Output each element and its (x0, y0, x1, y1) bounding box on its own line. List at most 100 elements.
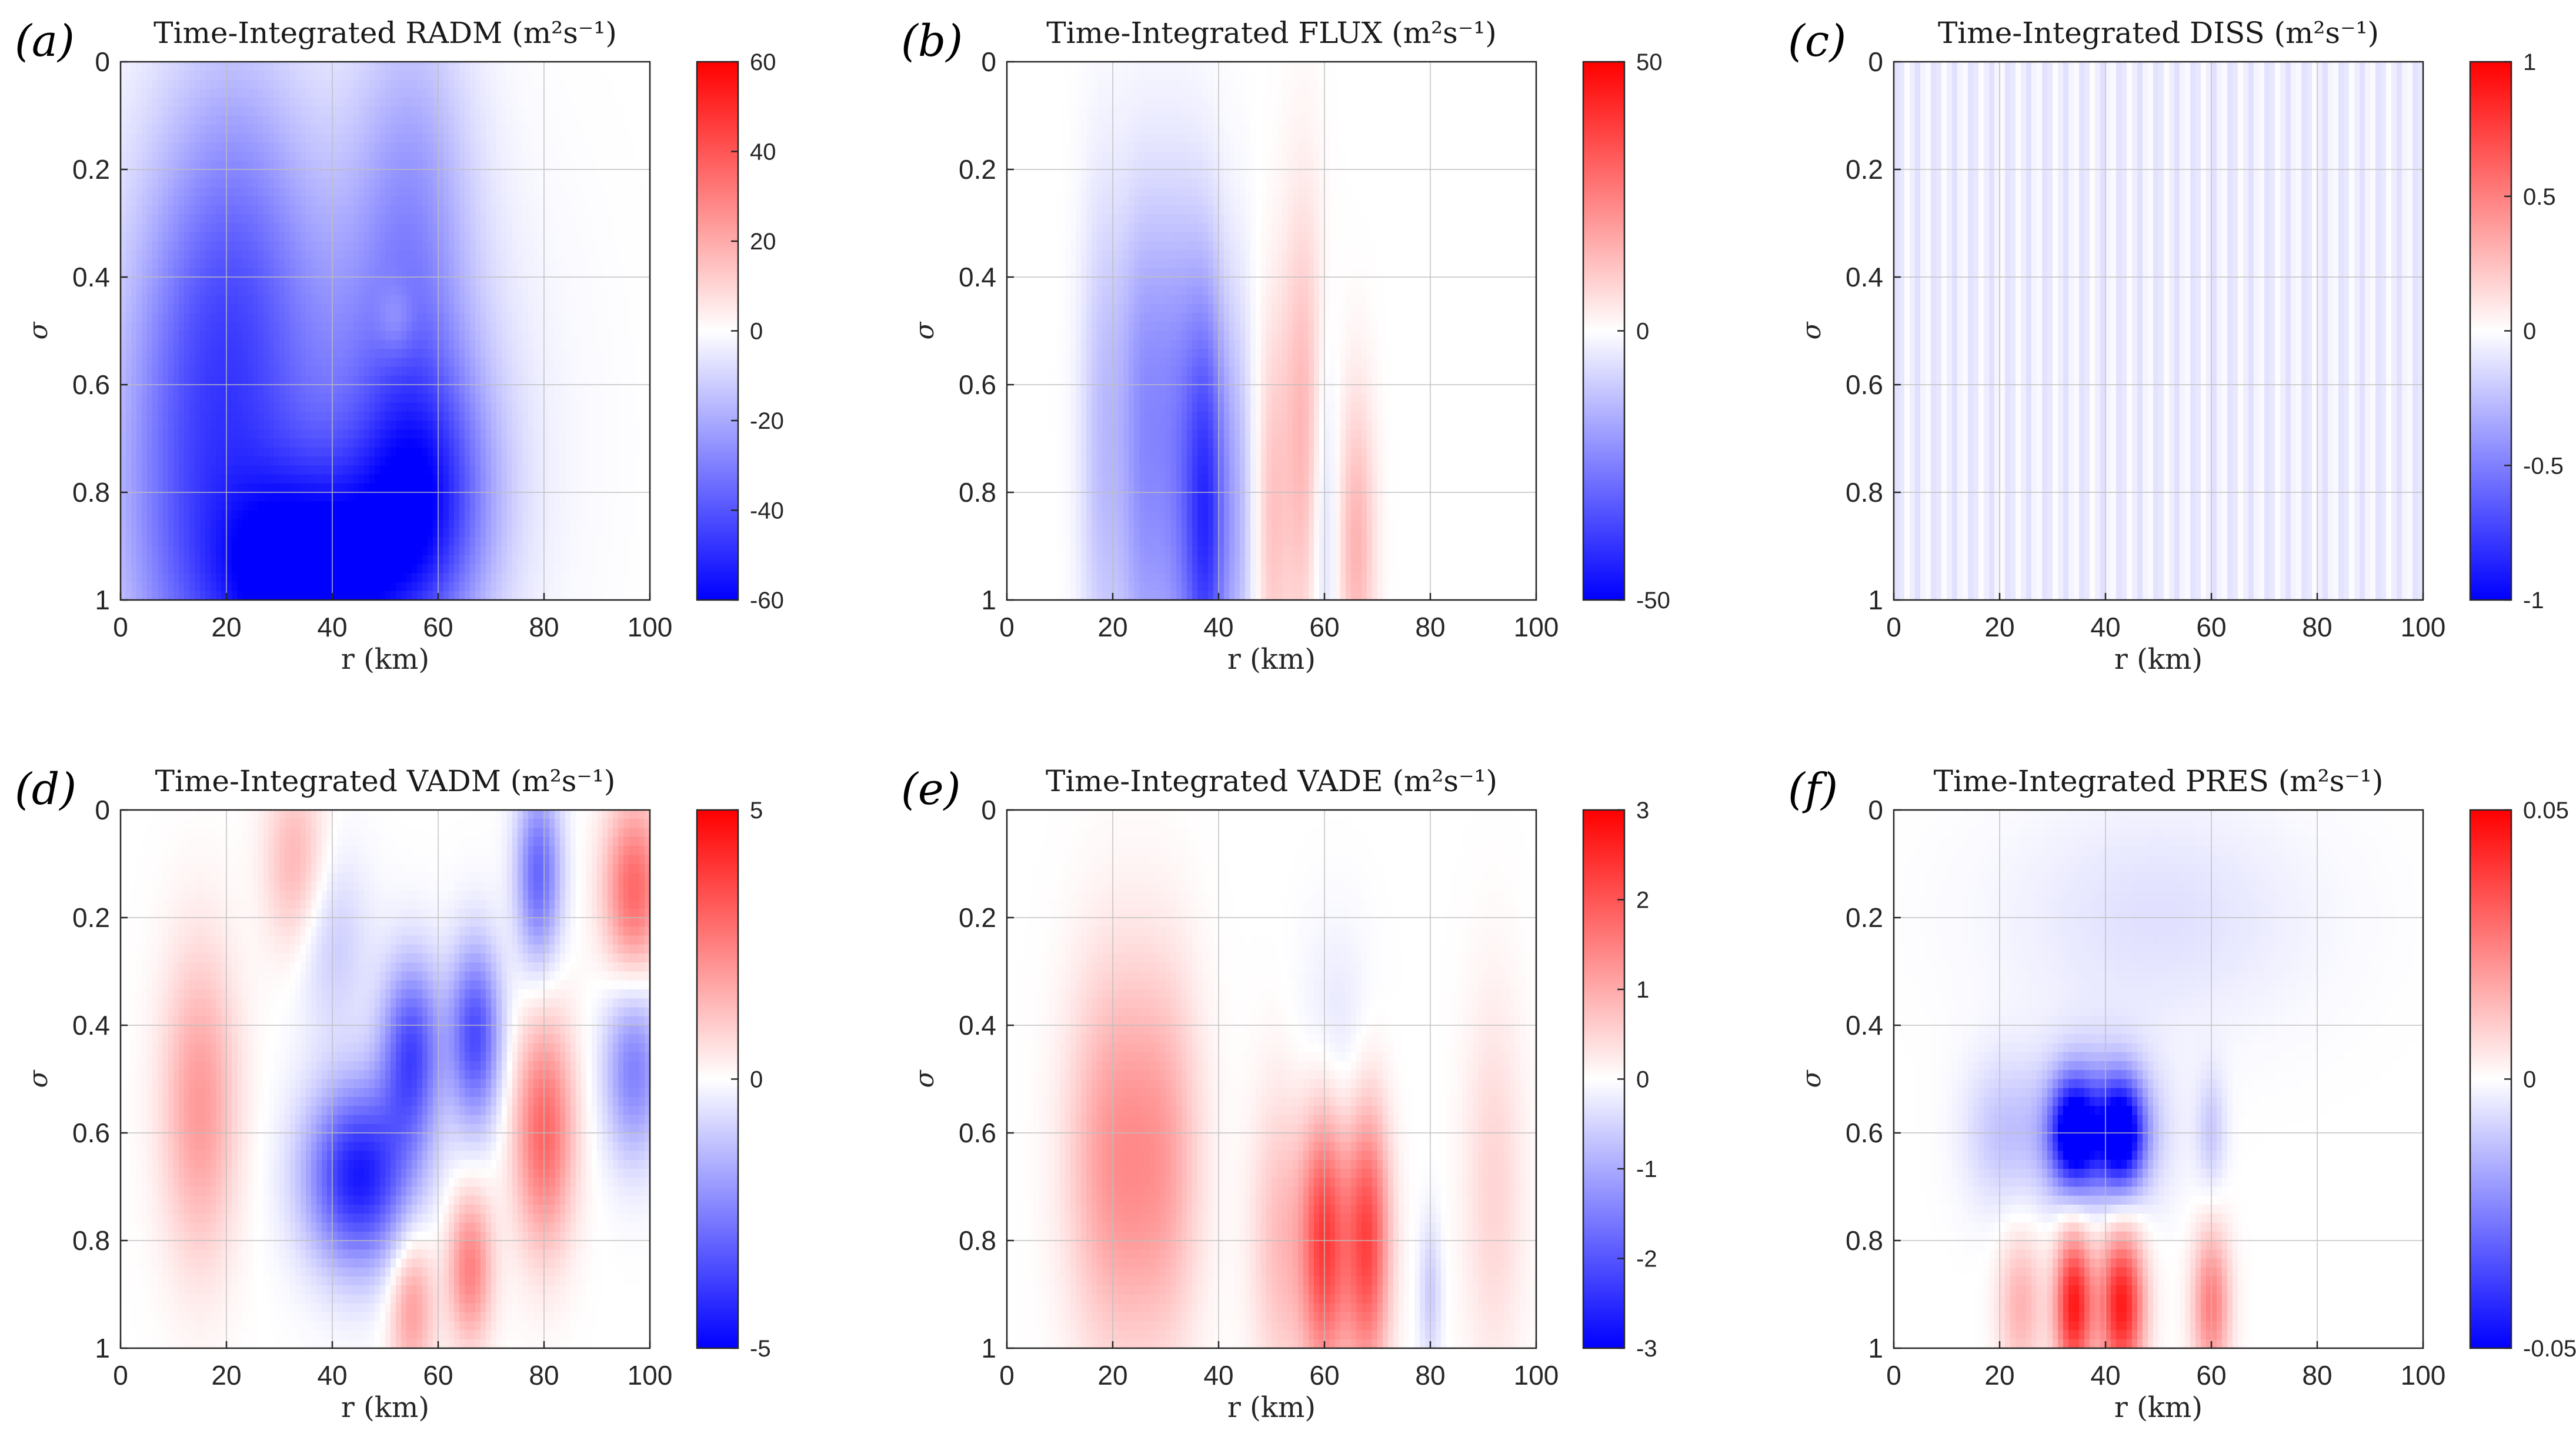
heatmap-cell (279, 286, 285, 296)
heatmap-cell (226, 250, 232, 260)
heatmap-cell (242, 187, 248, 197)
heatmap-cell (163, 402, 169, 412)
heatmap-cell (258, 196, 264, 206)
heatmap-cell (433, 501, 439, 511)
heatmap-cell (306, 474, 312, 484)
heatmap-cell (544, 546, 550, 556)
heatmap-cell (211, 546, 216, 556)
heatmap-cell (142, 151, 148, 161)
heatmap-cell (391, 501, 396, 511)
heatmap-cell (470, 322, 476, 332)
heatmap-cell (301, 322, 306, 332)
heatmap-cell (173, 573, 179, 583)
heatmap-cell (248, 232, 253, 242)
heatmap-cell (486, 304, 492, 314)
heatmap-cell (279, 106, 285, 116)
heatmap-cell (369, 142, 375, 152)
heatmap-cell (195, 124, 201, 134)
heatmap-cell (295, 582, 301, 592)
heatmap-cell (285, 268, 291, 278)
heatmap-cell (173, 492, 179, 502)
heatmap-cell (502, 88, 508, 98)
heatmap-cell (481, 196, 486, 206)
heatmap-cell (152, 214, 158, 224)
heatmap-cell (385, 555, 391, 565)
heatmap-cell (343, 358, 349, 368)
heatmap-cell (348, 214, 354, 224)
heatmap-cell (173, 456, 179, 466)
heatmap-cell (258, 483, 264, 493)
heatmap-cell (417, 151, 423, 161)
heatmap-cell (502, 501, 508, 511)
heatmap-cell (226, 573, 232, 583)
heatmap-cell (131, 421, 137, 430)
heatmap-cell (470, 62, 476, 71)
heatmap-cell (237, 71, 243, 81)
heatmap-cell (290, 214, 296, 224)
heatmap-cell (279, 519, 285, 529)
heatmap-cell (433, 277, 439, 286)
heatmap-cell (486, 483, 492, 493)
heatmap-cell (544, 98, 550, 107)
heatmap-cell (322, 537, 328, 547)
heatmap-cell (221, 421, 227, 430)
heatmap-cell (396, 214, 402, 224)
heatmap-cell (491, 546, 497, 556)
heatmap-cell (338, 178, 343, 188)
heatmap-cell (295, 501, 301, 511)
heatmap-cell (237, 564, 243, 574)
heatmap-cell (391, 142, 396, 152)
heatmap-cell (369, 205, 375, 215)
heatmap-cell (158, 187, 163, 197)
heatmap-cell (491, 277, 497, 286)
heatmap-cell (168, 339, 174, 349)
heatmap-cell (216, 385, 222, 394)
heatmap-cell (428, 250, 433, 260)
heatmap-cell (322, 151, 328, 161)
heatmap-cell (375, 510, 381, 520)
heatmap-cell (486, 268, 492, 278)
heatmap-cell (443, 268, 449, 278)
heatmap-cell (391, 223, 396, 233)
heatmap-cell (147, 483, 153, 493)
heatmap-cell (232, 98, 238, 107)
heatmap-cell (396, 492, 402, 502)
heatmap-cell (131, 564, 137, 574)
heatmap-cell (364, 366, 370, 376)
heatmap-cell (343, 349, 349, 358)
heatmap-cell (211, 124, 216, 134)
heatmap-cell (459, 411, 465, 421)
heatmap-cell (343, 79, 349, 89)
heatmap-cell (301, 205, 306, 215)
heatmap-cell (216, 115, 222, 125)
heatmap-cell (555, 591, 560, 601)
heatmap-cell (428, 223, 433, 233)
heatmap-cell (332, 573, 338, 583)
heatmap-cell (417, 286, 423, 296)
heatmap-cell (396, 286, 402, 296)
heatmap-cell (306, 205, 312, 215)
heatmap-cell (168, 169, 174, 179)
heatmap-cell (248, 385, 253, 394)
heatmap-cell (454, 501, 460, 511)
heatmap-cell (475, 142, 481, 152)
heatmap-cell (221, 447, 227, 457)
heatmap-cell (295, 331, 301, 341)
heatmap-cell (518, 277, 523, 286)
heatmap-cell (380, 456, 386, 466)
heatmap-cell (406, 98, 412, 107)
heatmap-cell (438, 268, 444, 278)
heatmap-cell (269, 564, 275, 574)
heatmap-cell (158, 124, 163, 134)
heatmap-cell (242, 232, 248, 242)
heatmap-cell (428, 438, 433, 448)
heatmap-cell (502, 456, 508, 466)
heatmap-cell (253, 71, 259, 81)
heatmap-cell (285, 375, 291, 385)
heatmap-cell (301, 259, 306, 269)
heatmap-cell (205, 582, 211, 592)
heatmap-cell (496, 492, 502, 502)
heatmap-cell (533, 537, 539, 547)
heatmap-cell (189, 564, 195, 574)
